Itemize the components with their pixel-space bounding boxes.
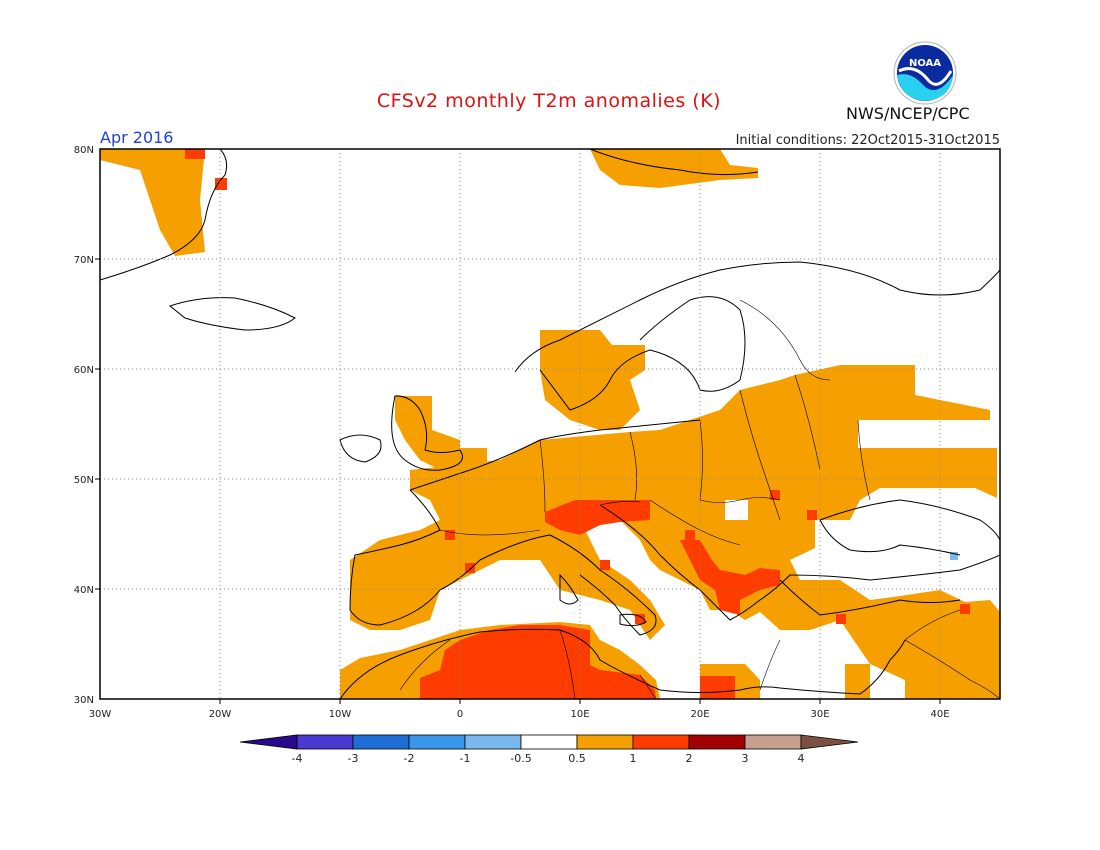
colorbar-label: -1 xyxy=(460,752,471,765)
colorbar-label: -0.5 xyxy=(510,752,531,765)
colorbar-box xyxy=(576,734,634,750)
colorbar-box xyxy=(688,734,746,750)
map-frame xyxy=(99,148,1001,700)
lat-label: 30N xyxy=(74,695,94,706)
lon-label: 10W xyxy=(329,709,352,720)
colorbar-label: 4 xyxy=(798,752,805,765)
colorbar-arrow-high xyxy=(800,734,859,750)
lat-label: 40N xyxy=(74,585,94,596)
lon-label: 20W xyxy=(209,709,232,720)
colorbar-label: -3 xyxy=(348,752,359,765)
colorbar-label: -2 xyxy=(404,752,415,765)
lat-label: 80N xyxy=(74,145,94,156)
noaa-logo-icon: NOAA xyxy=(893,41,957,105)
colorbar-label: 3 xyxy=(742,752,749,765)
initial-conditions: Initial conditions: 22Oct2015-31Oct2015 xyxy=(735,133,1000,148)
colorbar-label: -4 xyxy=(292,752,303,765)
coastlines xyxy=(100,149,1000,699)
lat-label: 60N xyxy=(74,365,94,376)
lat-axis: 30N 40N 50N 60N 70N 80N xyxy=(74,145,94,706)
colorbar-box xyxy=(520,734,578,750)
agency-label: NWS/NCEP/CPC xyxy=(846,104,970,123)
lat-label: 50N xyxy=(74,475,94,486)
colorbar-label: 2 xyxy=(686,752,693,765)
lon-label: 30W xyxy=(89,709,112,720)
colorbar-box xyxy=(408,734,466,750)
colorbar-box xyxy=(744,734,802,750)
colorbar: -4 -3 -2 -1 -0.5 0.5 1 2 3 4 xyxy=(239,734,859,765)
colorbar-box xyxy=(352,734,410,750)
chart-title: CFSv2 monthly T2m anomalies (K) xyxy=(376,90,722,112)
lon-label: 20E xyxy=(690,709,709,720)
country-borders xyxy=(399,299,1000,699)
colorbar-box xyxy=(296,734,354,750)
lon-label: 40E xyxy=(930,709,949,720)
colorbar-label: 0.5 xyxy=(568,752,586,765)
colorbar-arrow-low xyxy=(239,734,298,750)
forecast-month: Apr 2016 xyxy=(100,128,174,147)
lon-axis: 30W 20W 10W 0 10E 20E 30E 40E xyxy=(89,709,950,720)
lon-label: 10E xyxy=(570,709,589,720)
lat-label: 70N xyxy=(74,255,94,266)
colorbar-box xyxy=(632,734,690,750)
lon-label: 0 xyxy=(457,709,463,720)
logo-text: NOAA xyxy=(909,58,941,69)
colorbar-box xyxy=(464,734,522,750)
lon-label: 30E xyxy=(810,709,829,720)
colorbar-label: 1 xyxy=(630,752,637,765)
